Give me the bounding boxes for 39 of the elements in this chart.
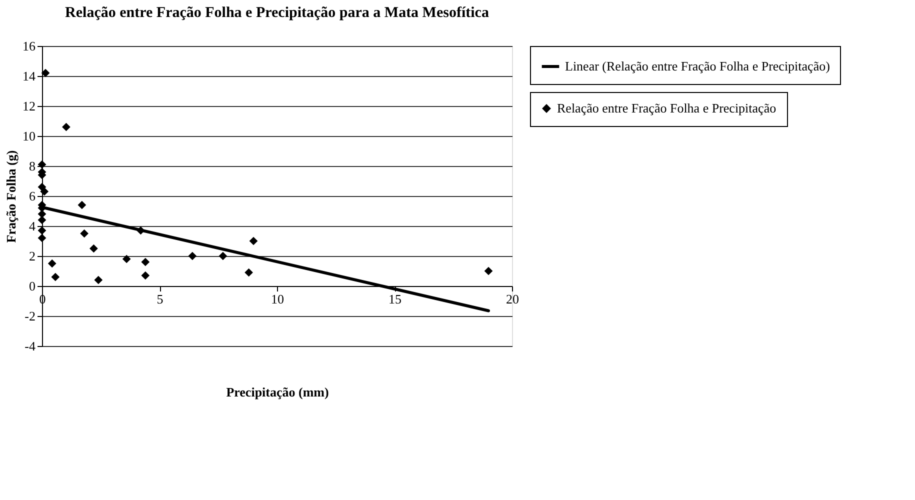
point xyxy=(62,122,70,132)
y-tick-label: 8 xyxy=(29,158,36,174)
y-tick-label: -4 xyxy=(24,338,36,354)
y-tick-label: 4 xyxy=(29,218,36,234)
legend-label: Relação entre Fração Folha e Precipitação xyxy=(557,100,776,116)
x-axis-title: Precipitação (mm) xyxy=(226,384,329,400)
y-tick-label: 14 xyxy=(22,68,36,84)
point xyxy=(218,252,228,260)
x-tick-label: 10 xyxy=(271,292,284,306)
point xyxy=(136,226,145,235)
point xyxy=(90,244,98,253)
x-tick-label: 20 xyxy=(506,292,519,306)
point xyxy=(48,259,56,268)
y-tick-label: 0 xyxy=(29,278,36,294)
point xyxy=(249,236,258,246)
point xyxy=(40,187,49,196)
point xyxy=(38,234,46,242)
point xyxy=(80,229,88,238)
y-tick-label: 10 xyxy=(22,128,36,144)
point xyxy=(94,276,103,284)
point xyxy=(141,258,150,266)
x-tick-label: 15 xyxy=(388,292,402,306)
point xyxy=(244,268,253,277)
point xyxy=(141,271,150,280)
y-tick-label: 16 xyxy=(22,38,36,54)
y-tick-label: 12 xyxy=(22,98,36,114)
point xyxy=(41,68,50,78)
point xyxy=(51,272,60,282)
legend-label: Linear (Relação entre Fração Folha e Precipitação) xyxy=(565,58,830,74)
y-tick-label: 2 xyxy=(29,248,36,264)
x-tick-label: 5 xyxy=(156,292,164,306)
point xyxy=(484,266,493,276)
y-axis-title: Fração Folha (g) xyxy=(4,150,18,243)
point xyxy=(122,254,131,264)
point xyxy=(188,252,197,260)
y-tick-label: 6 xyxy=(29,188,36,204)
point xyxy=(78,200,86,210)
chart-title: Relação entre Fração Folha e Precipitação para a Mata Mesofítica xyxy=(65,5,490,21)
y-tick-label: -2 xyxy=(24,308,36,324)
